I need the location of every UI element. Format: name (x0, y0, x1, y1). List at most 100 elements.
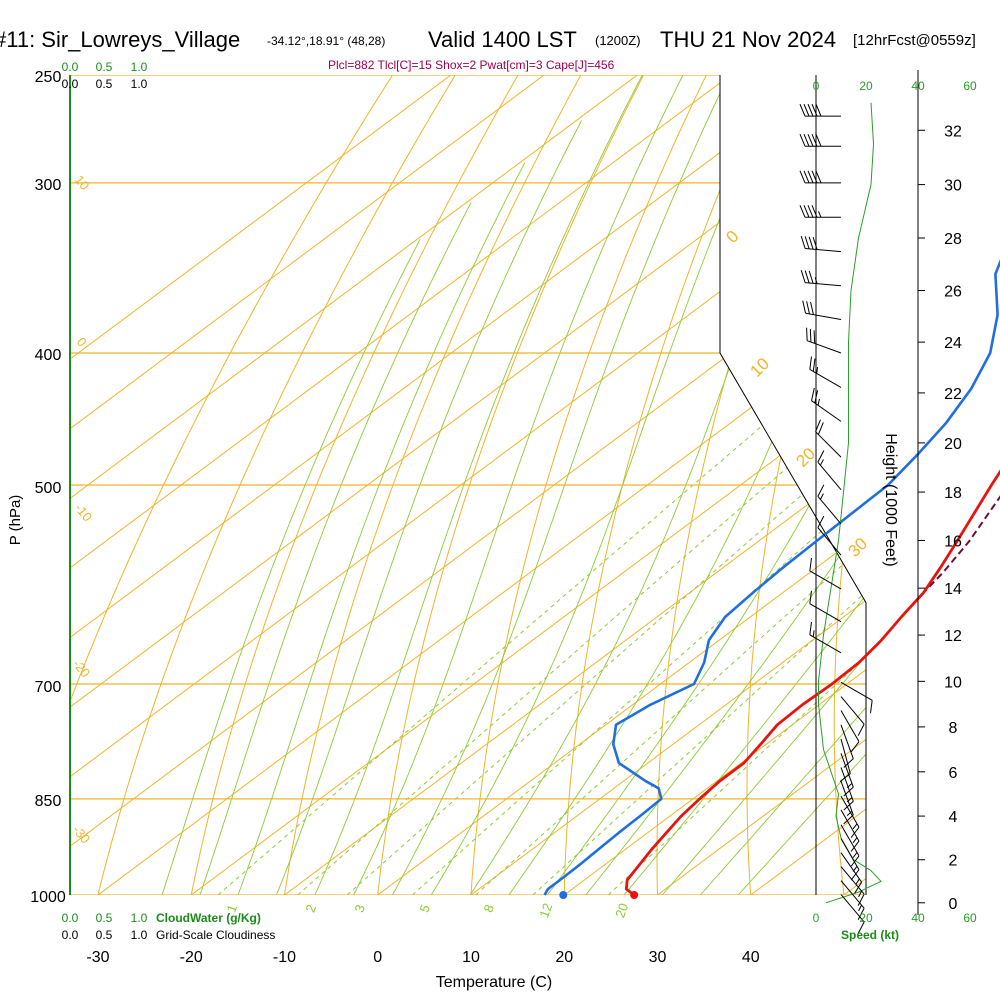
wind-barb-flag (803, 103, 810, 117)
wind-barb-half-flag (858, 890, 863, 898)
height-tick-label: 26 (944, 284, 962, 301)
moist-adiabat-line (226, 162, 526, 895)
wind-barb-flag (850, 869, 860, 881)
wind-barb-half-flag (812, 630, 815, 637)
cloudwater-bottom-label: 0.0 (62, 911, 79, 925)
wind-barb-half-flag (817, 398, 820, 406)
wind-barb-flag (850, 826, 860, 838)
surface-temperature-marker (630, 891, 639, 899)
wind-barb (806, 327, 842, 354)
wind-barb-flag (799, 170, 806, 184)
wind-barb-half-flag (858, 904, 863, 912)
wind-barb-flag (812, 358, 816, 372)
wind-barb (840, 696, 865, 736)
dry-adiabat-line (468, 75, 719, 895)
height-tick-label: 0 (949, 896, 958, 913)
wind-barb-flag (817, 515, 825, 528)
wind-barb (799, 170, 841, 184)
wind-barb (840, 710, 860, 753)
height-tick-label: 20 (944, 436, 962, 453)
wind-barb-flag (817, 484, 825, 497)
wind-barb-flag (807, 170, 814, 184)
wind-speed-profile-line (818, 102, 882, 904)
pressure-tick-label: 500 (35, 480, 62, 497)
wind-barb-flag (843, 800, 854, 811)
wind-barb-half-flag (852, 837, 858, 844)
wind-barb-flag (811, 387, 815, 401)
surface-dewpoint-marker (559, 891, 568, 899)
temperature-tick-label: 0 (373, 949, 382, 966)
temperature-tick-label: 10 (462, 949, 480, 966)
height-tick-label: 28 (944, 231, 962, 248)
speed-scale-top-label: 20 (859, 79, 873, 93)
wind-barb-staff (805, 312, 842, 321)
wind-barb-flag (809, 329, 812, 343)
wind-barb-flag (807, 103, 814, 117)
isotherm-line (70, 75, 866, 895)
wind-barb-flag (850, 840, 860, 852)
wind-barb-staff (840, 795, 860, 828)
wind-barb (809, 621, 842, 654)
wind-barb-staff (840, 710, 860, 742)
isotherm-line (618, 75, 866, 895)
wind-barb-flag (870, 700, 873, 714)
wind-barb (840, 681, 873, 714)
cloudiness-top-label: 1.0 (131, 77, 148, 91)
height-axis-title: Height (1000 Feet) (882, 433, 899, 566)
isotherm-line (70, 75, 577, 895)
isotherm-line (152, 75, 866, 895)
moist-adiabat-line (152, 238, 421, 895)
pressure-tick-label: 1000 (30, 889, 66, 906)
isotherm-line (70, 75, 857, 895)
mixing-ratio-label: 2 (302, 902, 319, 914)
wind-barb (799, 134, 841, 147)
temperature-tick-label: 40 (742, 949, 760, 966)
speed-scale-top-label: 60 (963, 79, 977, 93)
mixing-ratio-line (607, 352, 866, 895)
isotherm-label: 30 (844, 534, 871, 561)
pressure-tick-label: 250 (35, 69, 62, 86)
isotherm-line (70, 75, 670, 895)
wind-barb-staff (840, 866, 865, 895)
mixing-ratio-line (217, 352, 848, 895)
diagram-right-border (719, 75, 867, 895)
wind-barb-staff (840, 852, 863, 883)
wind-barb-staff (840, 681, 873, 701)
wind-barb-flag (799, 134, 806, 147)
wind-barb (809, 356, 842, 388)
mixing-ratio-label: 8 (480, 902, 497, 914)
wind-barb-half-flag (816, 366, 819, 374)
wind-barb-staff (840, 738, 851, 774)
wind-barb (800, 270, 842, 287)
wind-barb-half-flag (814, 277, 818, 284)
cloudiness-top-label: 0.5 (96, 77, 113, 91)
temperature-tick-label: -10 (273, 949, 296, 966)
wind-barb-flag (809, 557, 812, 571)
wind-barb-flag (857, 907, 865, 920)
speed-scale-bottom-label: 40 (911, 911, 925, 925)
mixing-ratio-label: 3 (351, 902, 368, 914)
wind-barb-flag (799, 103, 806, 117)
wind-barb-staff (840, 880, 865, 909)
wind-barb-flag (799, 205, 806, 218)
wind-barb-flag (800, 235, 806, 249)
dry-adiabat-line (70, 75, 409, 895)
wind-barb-staff (815, 431, 842, 458)
wind-barb-half-flag (846, 810, 853, 817)
wind-barb-flag (812, 237, 818, 250)
height-tick-label: 8 (949, 720, 958, 737)
wind-barb (799, 205, 841, 218)
dry-adiabat-line (746, 75, 866, 895)
speed-scale-top-label: 0 (813, 79, 820, 93)
wind-barb-flag (808, 236, 814, 250)
wind-barb-staff (840, 753, 854, 788)
wind-barb (811, 387, 842, 422)
height-tick-label: 22 (944, 386, 962, 403)
wind-barb-flag (808, 270, 814, 284)
wind-barb-flag (815, 134, 822, 147)
height-tick-label: 24 (944, 335, 962, 352)
wind-barb-flag (857, 723, 865, 736)
wind-barb-flag (857, 921, 865, 934)
wind-barb-staff (805, 248, 842, 253)
isotherm-line (70, 75, 764, 895)
